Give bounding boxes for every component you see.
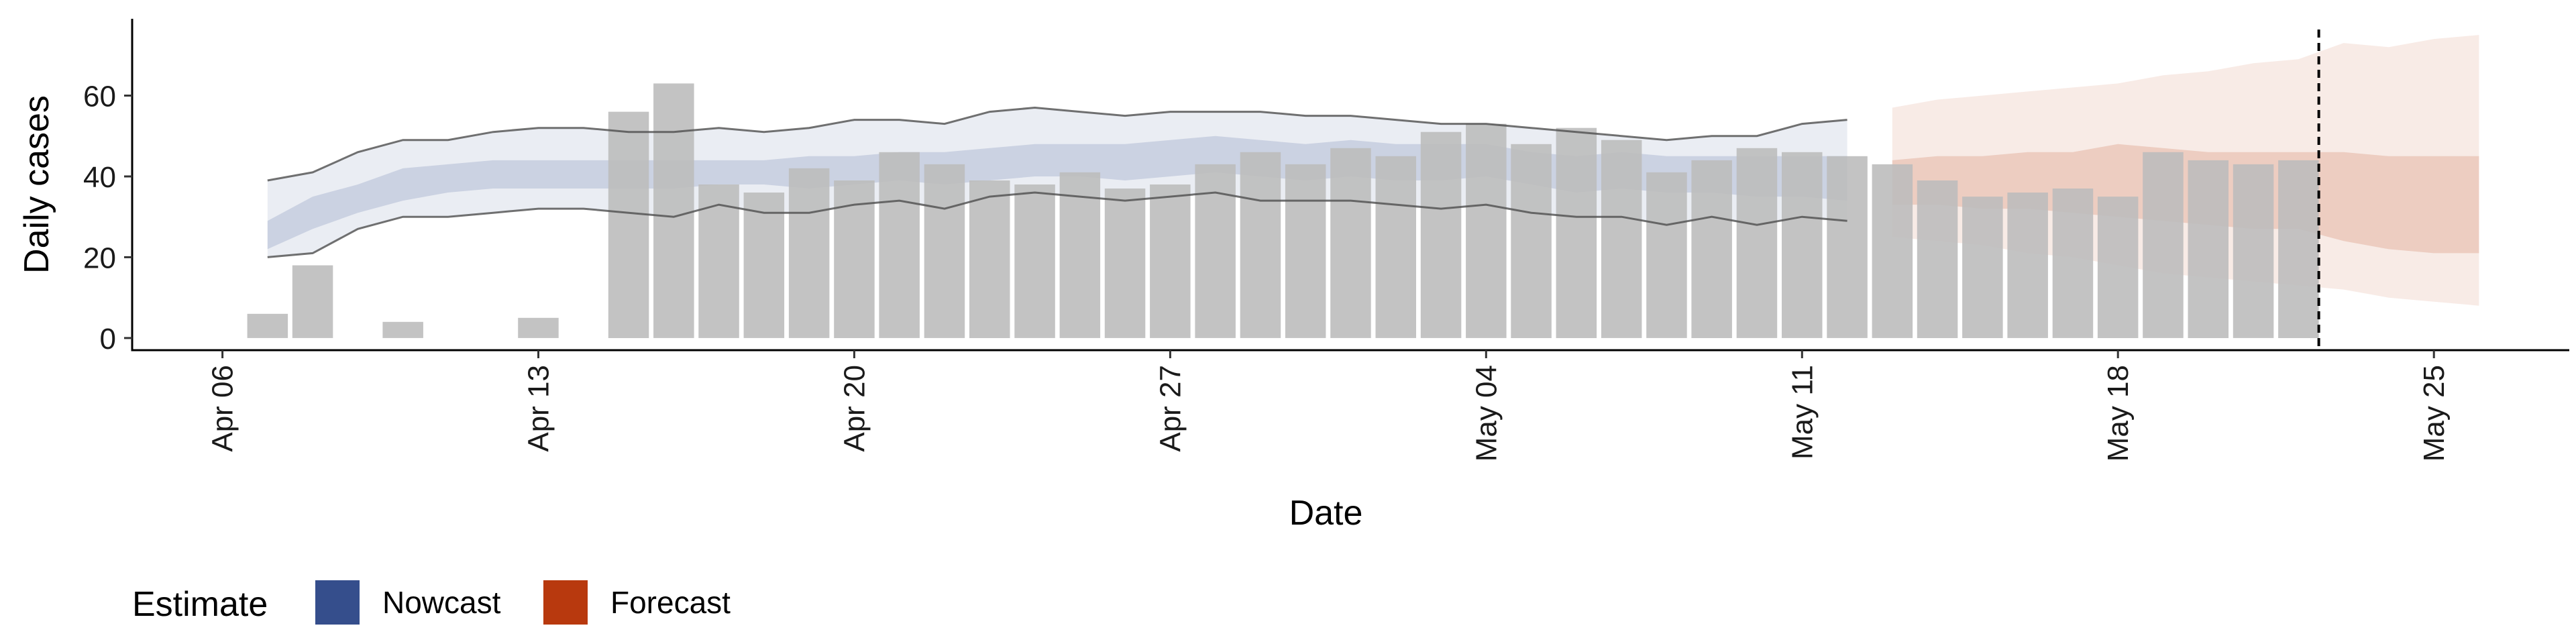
x-tick-label: May 25	[2418, 365, 2451, 462]
case-bar	[2233, 164, 2274, 338]
case-bar	[382, 321, 423, 338]
case-bar	[1330, 148, 1371, 338]
interval-lines	[267, 106, 1847, 258]
x-axis-title: Date	[1289, 494, 1363, 533]
x-tick-label: Apr 27	[1154, 365, 1187, 452]
case-bar	[1375, 156, 1416, 338]
case-bar	[1240, 152, 1281, 338]
case-bar	[2052, 189, 2094, 338]
x-axis-ticks: Apr 06 Apr 13 Apr 20 Apr 27 May 04 May 11 May …	[207, 350, 2451, 462]
nowcast-upper-90-line	[267, 106, 1847, 182]
case-bar	[1556, 127, 1597, 338]
case-bar	[1195, 164, 1236, 338]
y-tick-label: 60	[83, 80, 116, 113]
y-tick-label: 20	[83, 241, 116, 274]
case-bar	[292, 265, 333, 338]
legend-key-nowcast	[315, 580, 360, 625]
legend-label-forecast: Forecast	[610, 585, 731, 620]
case-bar	[2143, 152, 2184, 338]
case-bar	[1736, 148, 1778, 338]
case-bar	[924, 164, 965, 338]
case-bar	[969, 180, 1010, 338]
legend-key-forecast	[543, 580, 588, 625]
y-tick-label: 0	[100, 323, 116, 356]
case-bar	[1511, 144, 1552, 339]
forecast-50-interval-band	[1892, 144, 2479, 254]
case-bar	[1285, 164, 1326, 338]
legend-label-nowcast: Nowcast	[382, 585, 501, 620]
case-bar	[1691, 160, 1732, 338]
case-bar	[1646, 172, 1687, 338]
case-bar	[1962, 197, 2003, 338]
legend-title: Estimate	[132, 585, 268, 624]
axes: 0 20 40 60 Apr 06 Apr 13 Apr 20 Apr 27 May 04 Ma…	[17, 19, 2569, 533]
case-bar	[608, 111, 649, 338]
case-bar	[1601, 140, 1642, 338]
x-tick-label: May 11	[1786, 365, 1819, 460]
case-bar	[743, 193, 785, 338]
case-bar	[788, 168, 830, 338]
case-bar	[1917, 180, 1958, 338]
case-bar	[2097, 197, 2139, 338]
case-bar	[1827, 156, 1868, 338]
x-tick-label: Apr 13	[523, 365, 555, 452]
case-bar	[1782, 152, 1823, 338]
case-bar	[2007, 193, 2048, 338]
case-bar	[518, 317, 559, 338]
case-bar	[1014, 184, 1055, 338]
case-bars	[247, 83, 2319, 339]
legend: Estimate Nowcast Forecast	[132, 580, 731, 625]
nowcast-lower-90-line	[267, 191, 1847, 258]
y-tick-label: 40	[83, 161, 116, 194]
case-bar	[653, 83, 694, 338]
case-bar	[1104, 189, 1146, 338]
case-bar	[1059, 172, 1101, 338]
case-bar	[2188, 160, 2229, 338]
x-tick-label: May 04	[1470, 365, 1503, 462]
case-bar	[1420, 131, 1462, 338]
case-bar	[1872, 164, 1913, 338]
case-bar	[1150, 184, 1191, 338]
x-tick-label: Apr 06	[207, 365, 239, 452]
case-bar	[698, 184, 739, 338]
case-bar	[1466, 123, 1507, 338]
case-bar	[247, 313, 288, 338]
x-tick-label: May 18	[2102, 365, 2135, 462]
case-bar	[879, 152, 920, 338]
case-bar	[2278, 160, 2319, 338]
y-axis-title: Daily cases	[17, 95, 56, 274]
x-tick-label: Apr 20	[838, 365, 871, 452]
y-axis-ticks: 0 20 40 60	[83, 80, 132, 356]
